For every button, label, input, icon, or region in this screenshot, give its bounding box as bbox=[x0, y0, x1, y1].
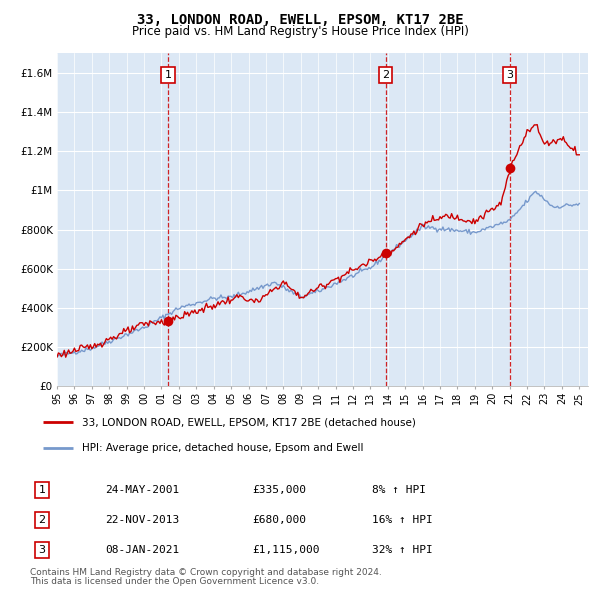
Text: 33, LONDON ROAD, EWELL, EPSOM, KT17 2BE: 33, LONDON ROAD, EWELL, EPSOM, KT17 2BE bbox=[137, 13, 463, 27]
Text: Price paid vs. HM Land Registry's House Price Index (HPI): Price paid vs. HM Land Registry's House … bbox=[131, 25, 469, 38]
Text: £1,115,000: £1,115,000 bbox=[252, 545, 320, 555]
Text: Contains HM Land Registry data © Crown copyright and database right 2024.: Contains HM Land Registry data © Crown c… bbox=[30, 568, 382, 577]
Text: 2: 2 bbox=[38, 515, 46, 525]
Text: 3: 3 bbox=[506, 70, 513, 80]
Text: 1: 1 bbox=[164, 70, 172, 80]
Text: 22-NOV-2013: 22-NOV-2013 bbox=[105, 515, 179, 525]
Text: £335,000: £335,000 bbox=[252, 485, 306, 495]
Text: 16% ↑ HPI: 16% ↑ HPI bbox=[372, 515, 433, 525]
Text: 2: 2 bbox=[382, 70, 389, 80]
Text: 1: 1 bbox=[38, 485, 46, 495]
Text: £680,000: £680,000 bbox=[252, 515, 306, 525]
Text: 24-MAY-2001: 24-MAY-2001 bbox=[105, 485, 179, 495]
Text: This data is licensed under the Open Government Licence v3.0.: This data is licensed under the Open Gov… bbox=[30, 578, 319, 586]
Text: 3: 3 bbox=[38, 545, 46, 555]
Text: 08-JAN-2021: 08-JAN-2021 bbox=[105, 545, 179, 555]
Text: 32% ↑ HPI: 32% ↑ HPI bbox=[372, 545, 433, 555]
Text: 33, LONDON ROAD, EWELL, EPSOM, KT17 2BE (detached house): 33, LONDON ROAD, EWELL, EPSOM, KT17 2BE … bbox=[82, 417, 416, 427]
Text: HPI: Average price, detached house, Epsom and Ewell: HPI: Average price, detached house, Epso… bbox=[82, 443, 364, 453]
Text: 8% ↑ HPI: 8% ↑ HPI bbox=[372, 485, 426, 495]
